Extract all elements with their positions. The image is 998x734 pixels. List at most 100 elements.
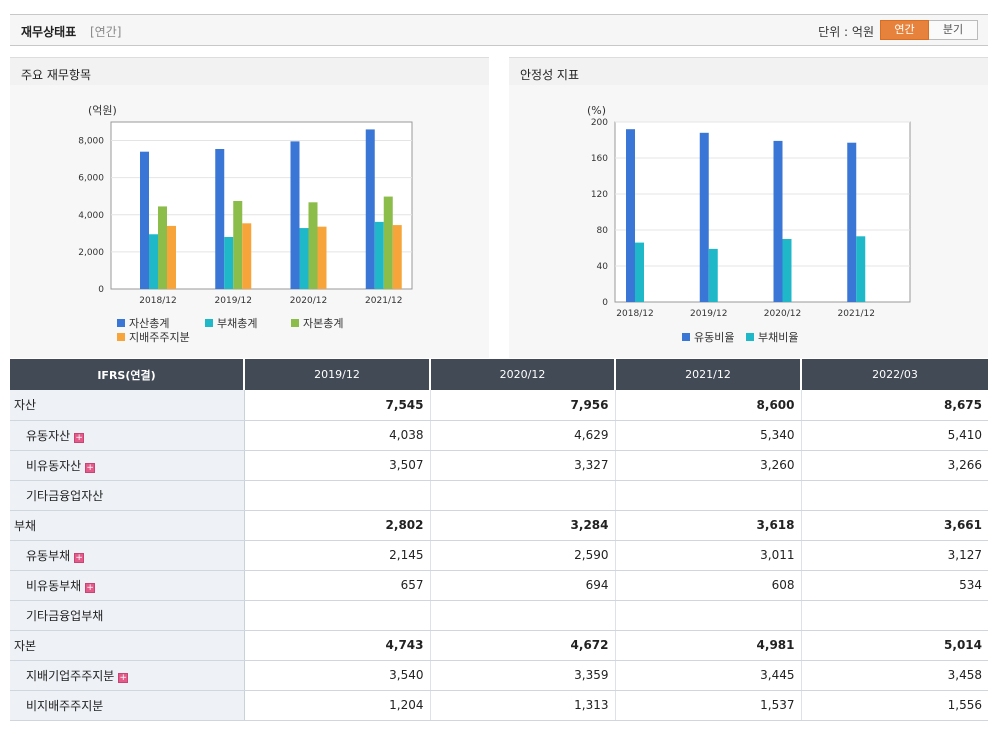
- annual-toggle-button[interactable]: 연간: [880, 20, 929, 40]
- y-tick-label: 6,000: [78, 174, 104, 184]
- table-cell: 1,204: [244, 690, 431, 721]
- legend-swatch: [117, 333, 125, 341]
- y-tick-label: 8,000: [78, 137, 104, 147]
- table-cell: 608: [615, 570, 802, 601]
- period-toggle: 연간 분기: [880, 20, 978, 40]
- row-label-text: 기타금융업자산: [26, 488, 104, 503]
- y-tick-label: 80: [597, 226, 609, 236]
- legend-swatch: [682, 333, 690, 341]
- bar-지배주주지분-2021/12: [392, 225, 402, 289]
- row-label: 자산: [10, 390, 245, 421]
- bar-부채비율-2020/12: [782, 239, 792, 302]
- row-label-text: 비유동부채: [26, 578, 82, 593]
- bar-지배주주지분-2018/12: [167, 225, 176, 289]
- stability-panel-title: 안정성 지표: [509, 57, 988, 85]
- row-label-text: 자산: [14, 398, 37, 413]
- table-cell: [244, 480, 431, 511]
- table-cell: 3,445: [615, 660, 802, 691]
- y-tick-label: 160: [591, 154, 608, 164]
- column-header-period: 2020/12: [430, 359, 616, 390]
- legend-item: 부채총계: [205, 315, 257, 331]
- table-cell: 657: [244, 570, 431, 601]
- table-row: 유동자산 +4,038 4,629 5,340 5,410: [10, 420, 988, 451]
- x-tick-label: 2020/12: [290, 296, 327, 306]
- table-cell: 4,981: [615, 630, 802, 661]
- row-label-text: 비지배주주지분: [26, 698, 104, 713]
- x-tick-label: 2018/12: [616, 309, 653, 319]
- legend-label: 지배주주지분: [129, 331, 190, 344]
- y-tick-label: 0: [98, 285, 104, 295]
- table-cell: [244, 600, 431, 631]
- balance-sheet-table: IFRS(연결) 2019/12 2020/12 2021/12 2022/03…: [10, 359, 988, 721]
- table-row: 비유동자산 +3,507 3,327 3,260 3,266: [10, 450, 988, 481]
- x-tick-label: 2019/12: [690, 309, 727, 319]
- bar-유동비율-2020/12: [773, 140, 783, 302]
- stability-chart: 0 40 80 120 160 200(%) 2018/12 2019/12 2020/12 20…: [587, 104, 911, 319]
- expand-plus-icon[interactable]: +: [74, 552, 85, 563]
- period-subtitle: [연간]: [90, 25, 122, 39]
- x-tick-label: 2020/12: [764, 309, 801, 319]
- legend-label: 유동비율: [694, 331, 735, 344]
- row-label-text: 부채: [14, 518, 37, 533]
- row-label: 비지배주주지분: [10, 690, 245, 721]
- row-label-text: 자본: [14, 638, 37, 653]
- row-label: 비유동부채 +: [10, 570, 245, 601]
- table-row: 자본 4,743 4,672 4,981 5,014: [10, 630, 988, 661]
- bar-부채비율-2019/12: [708, 248, 718, 302]
- financial-items-panel-title: 주요 재무항목: [10, 57, 489, 85]
- bar-부채총계-2019/12: [224, 237, 234, 289]
- table-header-row: IFRS(연결) 2019/12 2020/12 2021/12 2022/03: [10, 359, 988, 390]
- table-cell: [430, 480, 616, 511]
- table-cell: 5,340: [615, 420, 802, 451]
- table-cell: 1,537: [615, 690, 802, 721]
- x-tick-label: 2021/12: [838, 309, 875, 319]
- table-cell: [615, 600, 802, 631]
- table-cell: [801, 600, 988, 631]
- table-cell: 3,127: [801, 540, 988, 571]
- x-tick-label: 2021/12: [365, 296, 402, 306]
- bar-부채총계-2020/12: [299, 228, 309, 289]
- bar-부채비율-2021/12: [856, 236, 866, 302]
- table-cell: 3,507: [244, 450, 431, 481]
- table-row: 자산 7,545 7,956 8,600 8,675: [10, 390, 988, 421]
- table-cell: 4,038: [244, 420, 431, 451]
- legend-swatch: [291, 319, 299, 327]
- column-header-period: 2021/12: [615, 359, 802, 390]
- table-cell: 3,260: [615, 450, 802, 481]
- table-cell: 5,410: [801, 420, 988, 451]
- legend-item: 유동비율: [682, 329, 734, 345]
- table-cell: 2,145: [244, 540, 431, 571]
- legend-label: 부채비율: [758, 331, 799, 344]
- legend-item: 자본총계: [291, 315, 343, 331]
- table-cell: 3,266: [801, 450, 988, 481]
- quarterly-toggle-button[interactable]: 분기: [929, 20, 978, 40]
- section-title: 재무상태표: [21, 25, 77, 39]
- row-label-text: 유동부채: [26, 548, 71, 563]
- expand-plus-icon[interactable]: +: [118, 672, 129, 683]
- table-cell: 2,590: [430, 540, 616, 571]
- financial-items-chart: 0 2,000 4,000 6,000 8,000 (억원) 2018/12 2019/12 2…: [78, 104, 413, 306]
- table-cell: 534: [801, 570, 988, 601]
- bar-부채총계-2021/12: [374, 221, 384, 289]
- legend-item: 부채비율: [746, 329, 798, 345]
- plot-area: [614, 121, 911, 303]
- bar-유동비율-2021/12: [847, 142, 857, 302]
- row-label-text: 지배기업주주지분: [26, 668, 115, 683]
- bar-자본총계-2020/12: [308, 202, 318, 289]
- row-label-text: 비유동자산: [26, 458, 82, 473]
- balance-sheet-header: 재무상태표 [연간] 단위 : 억원 연간 분기: [10, 14, 988, 46]
- bar-자산총계-2020/12: [290, 141, 300, 289]
- table-row: 기타금융업자산: [10, 480, 988, 511]
- x-tick-label: 2019/12: [215, 296, 252, 306]
- row-label: 유동부채 +: [10, 540, 245, 571]
- expand-plus-icon[interactable]: +: [74, 432, 85, 443]
- bar-자산총계-2021/12: [365, 129, 375, 289]
- row-label: 자본: [10, 630, 245, 661]
- expand-plus-icon[interactable]: +: [85, 462, 96, 473]
- row-label: 유동자산 +: [10, 420, 245, 451]
- y-tick-label: 2,000: [78, 248, 104, 258]
- expand-plus-icon[interactable]: +: [85, 582, 96, 593]
- table-cell: 3,327: [430, 450, 616, 481]
- bar-자본총계-2021/12: [383, 196, 393, 289]
- y-unit-label: (%): [587, 104, 606, 117]
